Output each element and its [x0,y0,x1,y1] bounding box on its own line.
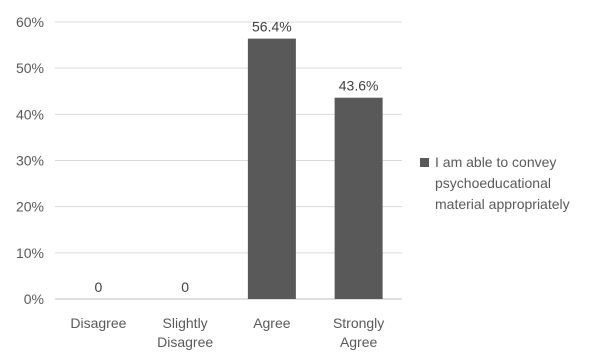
y-tick-label: 30% [16,153,44,169]
y-tick-label: 20% [16,199,44,215]
data-label: 0 [181,279,189,295]
y-tick-label: 10% [16,245,44,261]
category-label: Disagree [70,315,126,331]
category-label: Strongly [333,315,384,331]
category-label: Agree [253,315,291,331]
bar [247,38,296,300]
legend: I am able to convey psychoeducational ma… [420,152,590,215]
category-label: Slightly [163,315,208,331]
legend-label: I am able to convey psychoeducational ma… [435,154,570,212]
legend-swatch [420,158,429,167]
data-label: 43.6% [339,78,379,94]
y-tick-label: 50% [16,60,44,76]
bar [334,97,383,299]
y-tick-label: 0% [24,291,44,307]
data-label: 0 [94,279,102,295]
y-tick-label: 40% [16,106,44,122]
category-label: Agree [340,334,378,350]
y-tick-label: 60% [16,14,44,30]
category-label: Disagree [157,334,213,350]
data-label: 56.4% [252,19,292,35]
